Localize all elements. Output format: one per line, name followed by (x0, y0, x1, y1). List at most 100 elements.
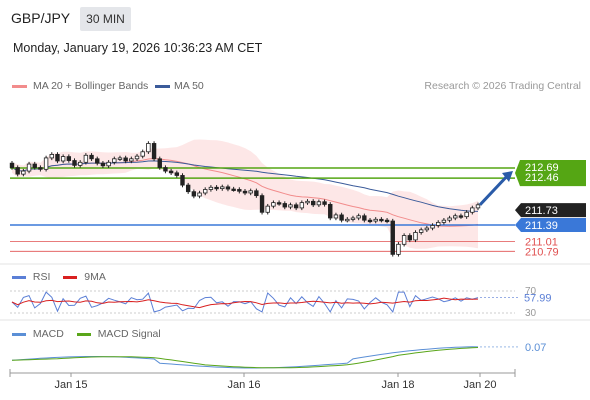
candlesticks (9, 141, 481, 257)
last-price-tag-text: 211.73 (525, 205, 558, 217)
candle-body (106, 161, 111, 167)
candle-body (112, 158, 117, 163)
candle-body (356, 215, 361, 219)
candle-body (208, 186, 214, 190)
macd-signal-legend-label: MACD Signal (97, 328, 161, 340)
support-minor-tag-1-text: 211.01 (525, 237, 558, 249)
rsi-value-label: 57.99 (524, 293, 552, 305)
resistance-tag-bg (515, 160, 586, 187)
candle-body (43, 157, 49, 170)
ma50-legend-label: MA 50 (174, 80, 204, 92)
last-price-tag-bg (515, 203, 586, 218)
timeframe-button[interactable]: 30 MIN (80, 7, 131, 31)
macd-signal-swatch (76, 332, 91, 336)
candle-body (77, 161, 83, 166)
time-tick-label: Jan 15 (54, 379, 87, 391)
candle-body (9, 162, 15, 168)
candle-body (38, 167, 43, 170)
candle-body (168, 170, 174, 174)
ma20-legend-label: MA 20 + Bollinger Bands (33, 80, 149, 92)
rsi-ma-legend-label: 9MA (84, 271, 106, 283)
candle-body (129, 158, 134, 162)
candle-body (134, 155, 140, 160)
time-tick-label: Jan 18 (381, 379, 414, 391)
candle-body (379, 218, 384, 222)
price-levels (10, 167, 515, 252)
candle-body (424, 227, 430, 231)
candle-body (197, 192, 202, 197)
candle-body (362, 215, 367, 221)
candle-body (231, 188, 236, 191)
rsi-swatch (12, 275, 26, 279)
support-tag-text: 211.39 (525, 220, 558, 232)
candle-body (83, 154, 89, 163)
candle-body (15, 167, 20, 175)
candle-body (299, 202, 305, 209)
macd-value-label: 0.07 (525, 342, 546, 354)
candle-body (373, 218, 378, 222)
candle-body (470, 207, 475, 213)
candle-body (220, 186, 225, 190)
ma20-swatch (12, 85, 27, 88)
candle-body (60, 156, 66, 162)
candle-body (464, 211, 469, 218)
candle-body (401, 235, 407, 245)
candle-body (418, 229, 424, 233)
candle-body (180, 175, 185, 186)
candle-body (203, 189, 208, 194)
candle-body (163, 167, 168, 172)
candle-body (146, 143, 151, 153)
candle-body (174, 172, 180, 176)
candle-body (305, 200, 310, 204)
candle-body (117, 157, 123, 160)
rsi-panel: 70 30 57.99 (10, 286, 552, 319)
candle-body (413, 232, 418, 241)
macd-signal-line (11, 347, 479, 369)
candle-body (333, 214, 339, 219)
candle-body (237, 189, 242, 192)
rsi-line (11, 291, 479, 313)
candle-body (293, 204, 299, 209)
rsi-70-label: 70 (525, 286, 537, 297)
macd-legend-label: MACD (32, 328, 64, 340)
candle-body (436, 221, 441, 226)
candle-body (185, 184, 191, 193)
candle-body (49, 154, 54, 159)
candle-body (328, 203, 333, 219)
resistance-tag-text-1: 212.69 (525, 162, 559, 174)
candle-body (288, 204, 293, 208)
macd-legend: MACD MACD Signal (12, 328, 161, 340)
ma50-swatch (155, 85, 170, 88)
rsi-legend: RSI 9MA (12, 271, 106, 283)
header-bar: GBP/JPY 30 MIN (0, 0, 590, 38)
macd-panel: 0.07 (11, 342, 546, 369)
candle-body (151, 143, 157, 160)
symbol-title: GBP/JPY (11, 10, 71, 26)
candle-body (430, 225, 435, 229)
rsi-ma-swatch (63, 275, 78, 279)
candle-body (254, 190, 259, 197)
candle-body (350, 217, 356, 220)
candle-body (310, 200, 316, 206)
candle-body (248, 190, 253, 194)
forecast-arrow (478, 171, 513, 206)
macd-swatch (12, 332, 26, 336)
candle-body (276, 202, 282, 205)
candle-body (89, 154, 94, 160)
moving-averages (11, 157, 479, 227)
candle-body (259, 195, 265, 213)
candle-body (95, 158, 100, 164)
candle-body (66, 156, 72, 161)
candle-body (339, 214, 344, 221)
time-axis: Jan 15 Jan 16 Jan 18 Jan 20 (0, 263, 590, 391)
candle-body (322, 201, 327, 205)
candle-body (458, 215, 464, 218)
candle-body (271, 202, 276, 207)
candle-body (407, 235, 413, 241)
time-tick-label: Jan 16 (227, 379, 260, 391)
support-minor-tag-2-text: 210.79 (525, 246, 559, 258)
candle-body (191, 191, 197, 197)
rsi-ma-line (11, 297, 479, 309)
candle-body (316, 201, 322, 206)
